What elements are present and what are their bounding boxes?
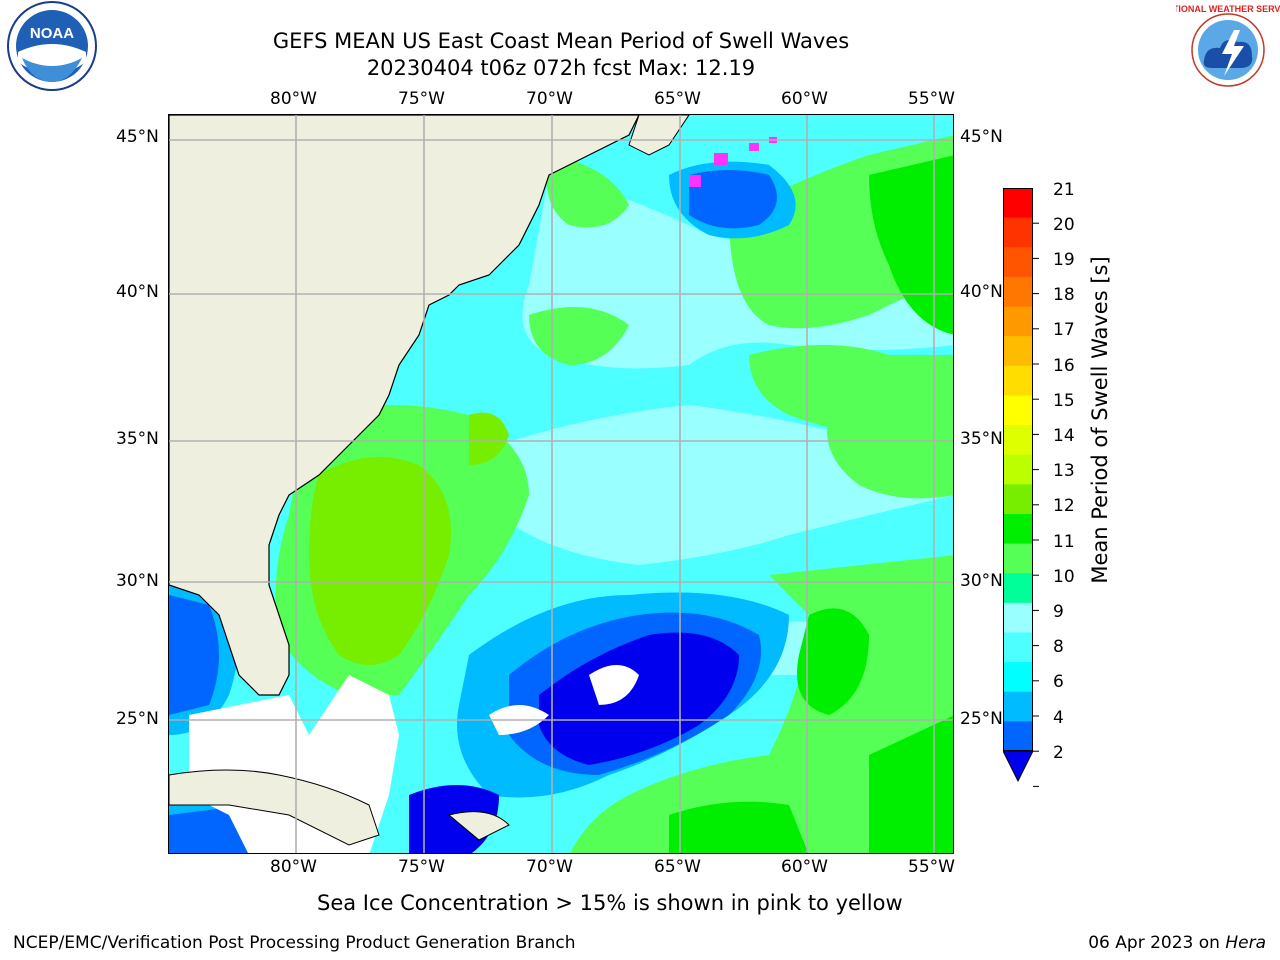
colorbar-segment xyxy=(1003,217,1033,248)
lon-label: 55°W xyxy=(908,857,955,877)
colorbar-segment xyxy=(1003,247,1033,278)
colorbar-segment xyxy=(1003,454,1033,485)
colorbar-segment xyxy=(1003,336,1033,367)
lon-label: 60°W xyxy=(781,89,828,109)
noaa-logo-icon: NOAA xyxy=(0,0,104,104)
swell-period-map xyxy=(168,114,954,854)
colorbar-segment xyxy=(1003,306,1033,337)
svg-text:NOAA: NOAA xyxy=(30,25,74,42)
colorbar-segment xyxy=(1003,276,1033,308)
colorbar-outline xyxy=(1003,188,1033,751)
colorbar-segment xyxy=(1003,632,1033,663)
colorbar-tick: 9 xyxy=(1053,602,1064,622)
lon-label: 75°W xyxy=(398,89,445,109)
colorbar-tick: 15 xyxy=(1053,391,1075,411)
lat-label: 30°N xyxy=(116,571,159,591)
land-area xyxy=(169,115,690,846)
footer-date: 06 Apr 2023 on Hera xyxy=(1088,933,1266,953)
nws-logo-icon: NATIONAL WEATHER SERVICE xyxy=(1161,0,1280,104)
sea-ice-note: Sea Ice Concentration > 15% is shown in … xyxy=(317,891,903,915)
colorbar-svg xyxy=(1002,188,1039,787)
lat-label: 30°N xyxy=(960,571,1003,591)
lat-label: 40°N xyxy=(116,282,159,302)
lon-label: 65°W xyxy=(654,89,701,109)
colorbar-segment xyxy=(1003,395,1033,426)
colorbar-segment xyxy=(1003,484,1033,515)
colorbar-segment xyxy=(1003,425,1033,456)
colorbar-tick: 2 xyxy=(1053,743,1064,763)
lon-label: 75°W xyxy=(398,857,445,877)
colorbar-label: Mean Period of Swell Waves [s] xyxy=(1088,256,1112,584)
map-gridlines xyxy=(169,115,953,853)
lat-label: 25°N xyxy=(960,709,1003,729)
map-canvas xyxy=(169,115,953,853)
footer-machine: Hera xyxy=(1225,933,1266,953)
chart-subtitle: 20230404 t06z 072h fcst Max: 12.19 xyxy=(366,56,756,80)
colorbar-tick: 11 xyxy=(1053,532,1075,552)
colorbar-segment xyxy=(1003,662,1033,693)
colorbar-segment xyxy=(1003,543,1033,574)
chart-title: GEFS MEAN US East Coast Mean Period of S… xyxy=(272,29,850,53)
footer-branch: NCEP/EMC/Verification Post Processing Pr… xyxy=(13,933,576,953)
yellow-green-field xyxy=(309,412,509,665)
colorbar-segment xyxy=(1003,573,1033,604)
colorbar xyxy=(1002,188,1039,787)
colorbar-segment xyxy=(1003,602,1033,633)
colorbar-tick: 4 xyxy=(1053,708,1064,728)
lat-label: 45°N xyxy=(116,127,159,147)
svg-text:NATIONAL WEATHER SERVICE: NATIONAL WEATHER SERVICE xyxy=(1176,4,1280,14)
colorbar-tick: 14 xyxy=(1053,426,1075,446)
bright-green-field xyxy=(669,155,953,853)
lon-label: 80°W xyxy=(270,857,317,877)
lat-label: 35°N xyxy=(960,429,1003,449)
colorbar-tick: 12 xyxy=(1053,496,1075,516)
lat-label: 35°N xyxy=(116,429,159,449)
colorbar-segment xyxy=(1003,188,1033,219)
colorbar-tick: 20 xyxy=(1053,215,1075,235)
colorbar-segment xyxy=(1003,721,1033,752)
lat-label: 25°N xyxy=(116,709,159,729)
colorbar-extend-arrow xyxy=(1002,750,1034,783)
colorbar-tick: 18 xyxy=(1053,285,1075,305)
lon-label: 70°W xyxy=(526,89,573,109)
colorbar-tick: 8 xyxy=(1053,637,1064,657)
colorbar-tick: 10 xyxy=(1053,567,1075,587)
lat-label: 40°N xyxy=(960,282,1003,302)
colorbar-segment xyxy=(1003,691,1033,722)
colorbar-label-wrap: Mean Period of Swell Waves [s] xyxy=(1085,188,1115,658)
colorbar-tick: 6 xyxy=(1053,672,1064,692)
lon-label: 70°W xyxy=(526,857,573,877)
lat-label: 45°N xyxy=(960,127,1003,147)
lon-label: 60°W xyxy=(781,857,828,877)
colorbar-tick: 19 xyxy=(1053,250,1075,270)
colorbar-tick: 16 xyxy=(1053,356,1075,376)
colorbar-tick: 17 xyxy=(1053,320,1075,340)
lon-label: 55°W xyxy=(908,89,955,109)
lon-label: 65°W xyxy=(654,857,701,877)
lon-label: 80°W xyxy=(270,89,317,109)
colorbar-segment xyxy=(1003,365,1033,396)
colorbar-tick: 13 xyxy=(1053,461,1075,481)
footer-date-text: 06 Apr 2023 on xyxy=(1088,933,1226,953)
colorbar-tick: 21 xyxy=(1053,180,1075,200)
colorbar-segment xyxy=(1003,513,1033,545)
